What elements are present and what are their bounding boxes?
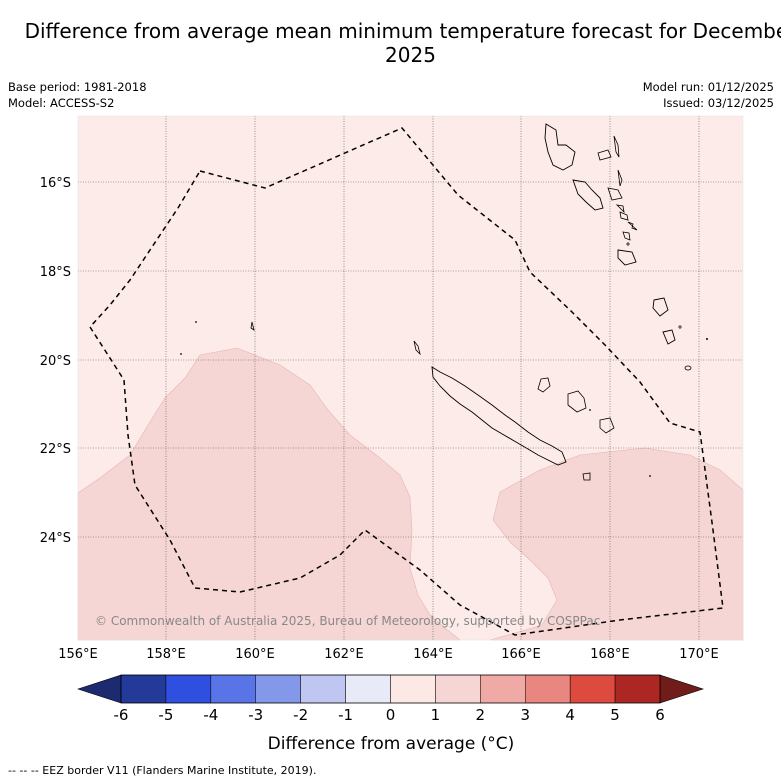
- small-islet-3: [589, 409, 591, 411]
- erromango-island: [622, 231, 631, 241]
- warm-anomaly-region-west: [77, 347, 461, 641]
- isle-of-pines: [582, 472, 591, 481]
- malakula-island: [572, 179, 604, 211]
- colorbar-frame: [120, 674, 661, 704]
- colorbar-swatches: [120, 674, 661, 704]
- ouvea-island: [537, 377, 551, 393]
- x-tick-158e: 158°E: [146, 647, 186, 662]
- map-panel: © Commonwealth of Australia 2025, Bureau…: [77, 115, 744, 641]
- fiji-island-2: [662, 329, 676, 345]
- colorbar-tick-label: -2: [293, 706, 308, 724]
- colorbar-tick-label: 1: [431, 706, 441, 724]
- mare-island: [599, 417, 615, 434]
- y-tick-22s: 22°S: [40, 442, 71, 457]
- colorbar-swatch: [525, 674, 571, 704]
- x-tick-156e: 156°E: [58, 647, 98, 662]
- fiji-islet-2: [706, 338, 708, 340]
- fiji-islet-3: [684, 365, 692, 371]
- colorbar-swatch: [210, 674, 256, 704]
- belep-islands: [413, 340, 421, 356]
- pentecost-island: [617, 169, 623, 187]
- y-tick-24s: 24°S: [40, 531, 71, 546]
- small-islet-1: [195, 321, 197, 323]
- colorbar-tick-label: 5: [610, 706, 620, 724]
- base-period: Base period: 1981-2018: [8, 80, 147, 94]
- y-tick-16s: 16°S: [40, 176, 71, 191]
- colorbar-swatch: [255, 674, 301, 704]
- new-caledonia-island: [431, 366, 567, 466]
- colorbar-tick-label: 0: [386, 706, 396, 724]
- eez-legend: -- -- -- EEZ border V11 (Flanders Marine…: [8, 764, 316, 777]
- eez-border: [89, 127, 724, 636]
- meta-left: Base period: 1981-2018 Model: ACCESS-S2: [8, 79, 147, 111]
- colorbar-tick-label: 3: [520, 706, 530, 724]
- map-frame: [77, 115, 744, 641]
- model-name: Model: ACCESS-S2: [8, 96, 115, 110]
- chesterfield-islet: [250, 321, 255, 331]
- issued-date: Issued: 03/12/2025: [663, 96, 774, 110]
- small-islet-4: [649, 475, 651, 477]
- colorbar-tick-label: 6: [655, 706, 665, 724]
- colorbar-tick-label: -1: [338, 706, 353, 724]
- small-islands-shepherd: [627, 221, 638, 231]
- x-axis-labels: 156°E 158°E 160°E 162°E 164°E 166°E 168°…: [58, 647, 719, 662]
- x-tick-170e: 170°E: [679, 647, 719, 662]
- model-run: Model run: 01/12/2025: [642, 80, 774, 94]
- colorbar-swatch: [165, 674, 212, 704]
- y-tick-20s: 20°S: [40, 354, 71, 369]
- y-tick-18s: 18°S: [40, 265, 71, 280]
- colorbar-swatch: [390, 674, 436, 704]
- epi-island: [615, 204, 625, 214]
- x-tick-160e: 160°E: [235, 647, 275, 662]
- y-axis-labels: 16°S 18°S 20°S 22°S 24°S: [40, 176, 71, 546]
- fiji-island-1: [652, 297, 669, 317]
- malo-island: [597, 149, 612, 161]
- colorbar-swatch: [300, 674, 346, 704]
- colorbar-tick-label: -4: [203, 706, 218, 724]
- aniwa-islet: [626, 242, 630, 246]
- x-tick-166e: 166°E: [501, 647, 541, 662]
- colorbar-tick-label: 2: [476, 706, 486, 724]
- map-title: Difference from average mean minimum tem…: [24, 19, 781, 67]
- colorbar-swatch: [435, 674, 481, 704]
- espiritu-santo-island: [544, 123, 576, 171]
- x-tick-162e: 162°E: [324, 647, 364, 662]
- small-islet-2: [180, 353, 182, 355]
- x-tick-164e: 164°E: [413, 647, 453, 662]
- gridlines: [78, 116, 743, 640]
- colorbar-tick-label: -3: [248, 706, 263, 724]
- fiji-islet-1: [678, 325, 682, 329]
- colorbar-tick-label: 4: [565, 706, 575, 724]
- lifou-island: [567, 390, 587, 413]
- colorbar-tick-label: -5: [158, 706, 173, 724]
- colorbar-labels: -6 -5 -4 -3 -2 -1 0 1 2 3 4 5 6: [114, 706, 665, 724]
- colorbar-swatch: [345, 674, 391, 704]
- efate-island: [619, 211, 629, 221]
- copyright-note: © Commonwealth of Australia 2025, Bureau…: [95, 614, 600, 628]
- colorbar-swatch: [120, 674, 167, 704]
- colorbar-low-extend: [77, 674, 122, 704]
- colorbar-swatch: [614, 674, 661, 704]
- maewo-island: [613, 135, 620, 158]
- meta-right: Model run: 01/12/2025 Issued: 03/12/2025: [643, 79, 774, 111]
- colorbar: -6 -5 -4 -3 -2 -1 0 1 2 3 4 5 6 Difference from aver…: [77, 674, 704, 754]
- x-tick-168e: 168°E: [590, 647, 630, 662]
- colorbar-title: Difference from average (°C): [268, 734, 515, 754]
- tanna-island: [617, 249, 637, 266]
- ambrym-island: [607, 187, 623, 201]
- colorbar-swatch: [480, 674, 526, 704]
- colorbar-swatch: [569, 674, 616, 704]
- colorbar-tick-label: -6: [114, 706, 129, 724]
- colorbar-high-extend: [659, 674, 704, 704]
